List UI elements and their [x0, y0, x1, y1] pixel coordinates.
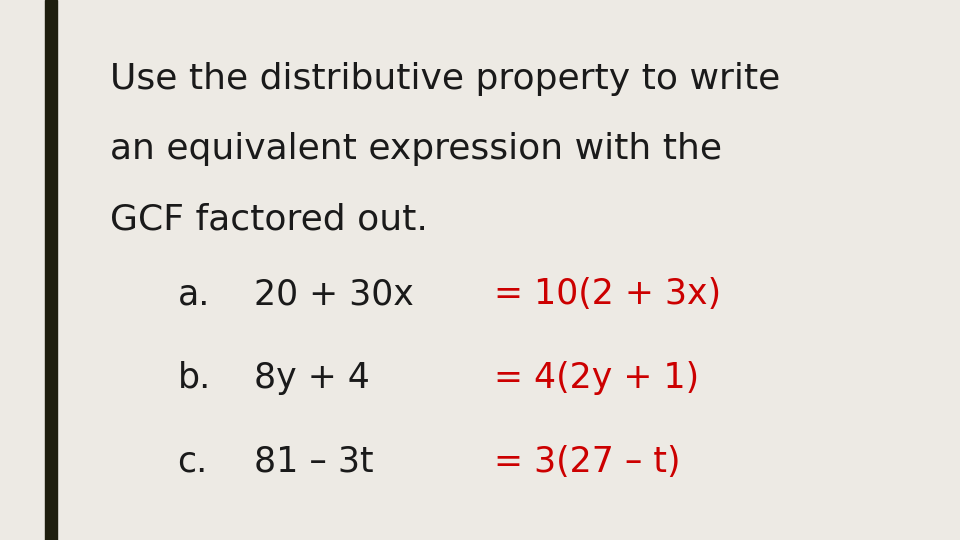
Text: 20 + 30x: 20 + 30x [254, 278, 415, 311]
Text: Use the distributive property to write: Use the distributive property to write [110, 62, 780, 96]
Text: a.: a. [178, 278, 210, 311]
Text: GCF factored out.: GCF factored out. [110, 202, 428, 237]
Bar [45, 0, 57, 540]
Text: 81 – 3t: 81 – 3t [254, 445, 374, 478]
Text: an equivalent expression with the: an equivalent expression with the [110, 132, 722, 166]
Text: c.: c. [178, 445, 208, 478]
Text: = 10(2 + 3x): = 10(2 + 3x) [494, 278, 722, 311]
Text: b.: b. [178, 361, 211, 395]
Text: 8y + 4: 8y + 4 [254, 361, 371, 395]
Text: = 4(2y + 1): = 4(2y + 1) [494, 361, 700, 395]
Text: = 3(27 – t): = 3(27 – t) [494, 445, 681, 478]
